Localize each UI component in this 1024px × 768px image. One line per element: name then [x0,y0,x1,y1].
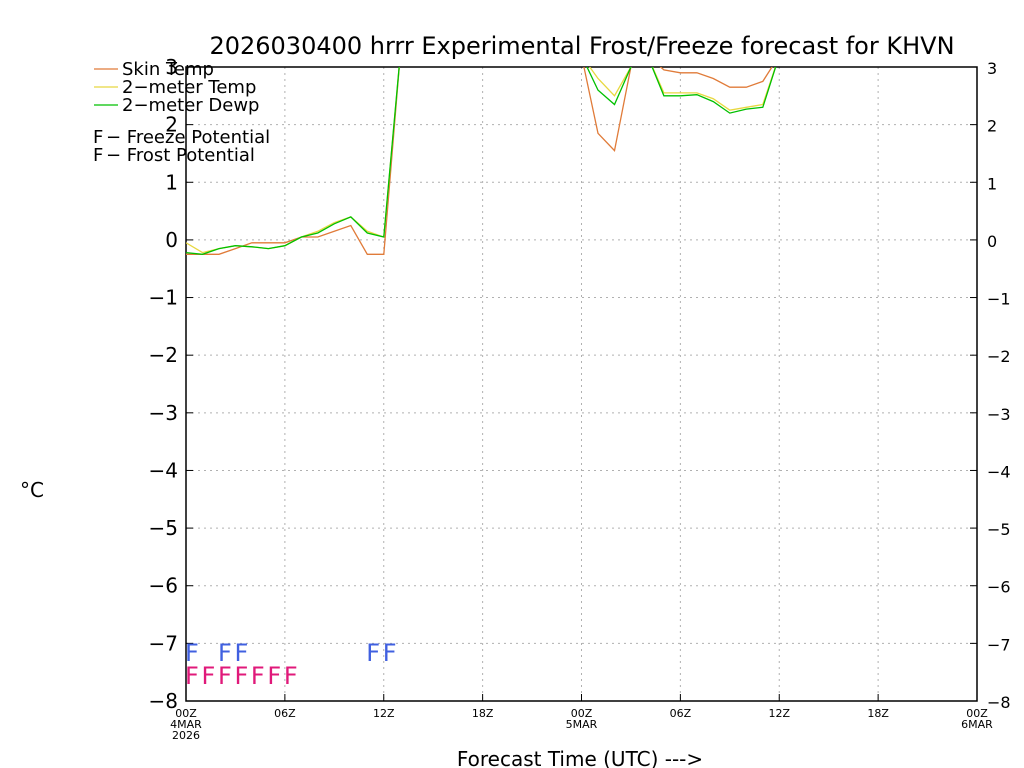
x-tick-label: 12Z [373,707,395,720]
y-tick-label-right: −5 [987,520,1011,539]
y-tick-label-left: −4 [149,458,178,482]
freeze-flag: F [251,662,265,690]
legend-potential-label: − Frost Potential [106,145,255,166]
x-tick-label: 4MAR [170,718,202,731]
y-tick-label-right: −2 [987,347,1011,366]
x-tick-label: 06Z [670,707,692,720]
series-line-2-meter-dewp [186,67,777,255]
frost-flag: F [218,639,232,667]
y-tick-label-right: 2 [987,117,997,136]
legend-potential-letter: F [93,145,103,166]
y-tick-label-right: −6 [987,578,1011,597]
frost-flag: F [185,639,199,667]
x-tick-label: 00Z [966,707,988,720]
plot-area-frame [185,66,978,702]
freeze-flag: F [284,662,298,690]
x-axis-label: Forecast Time (UTC) ---> [457,747,703,768]
y-tick-label-left: −5 [149,516,178,540]
x-tick-label: 5MAR [566,718,598,731]
legend-label: Skin Temp [122,59,214,80]
y-tick-label-left: −6 [149,574,178,598]
frost-flag: F [234,639,248,667]
grid [186,67,977,701]
y-tick-label-left: −1 [149,286,178,310]
y-tick-label-left: 0 [165,228,178,252]
series-lines [186,67,777,255]
y-tick-label-left: −3 [149,401,178,425]
potential-flags: F F F F FF F F F F F F [185,639,397,690]
x-tick-label: 12Z [768,707,790,720]
legend-potential-letter: F [93,127,103,148]
y-tick-label-right: −3 [987,405,1011,424]
axis-ticks: −8 −8 −7 −7 −6 −6 −5 −5 −4 −4 −3 −3 −2 −2 −1 −1 0 0 1 1 2 2 3 3… [149,55,1011,742]
x-tick-label: 2026 [172,729,200,742]
chart-title: 2026030400 hrrr Experimental Frost/Freez… [209,32,954,60]
y-tick-label-left: 2 [165,113,178,137]
x-tick-label: 00Z [571,707,593,720]
y-tick-label-right: −7 [987,635,1011,654]
freeze-flag: F [185,662,199,690]
y-tick-label-right: −8 [987,693,1011,712]
frost-flag: F [383,639,397,667]
freeze-flag: F [201,662,215,690]
x-tick-label: 18Z [867,707,889,720]
y-tick-label-right: 1 [987,174,997,193]
y-tick-label-left: −2 [149,343,178,367]
y-tick-label-right: −4 [987,462,1011,481]
series-line-skin-temp [186,67,773,255]
y-tick-label-left: −7 [149,631,178,655]
freeze-flag: F [218,662,232,690]
freeze-flag: F [234,662,248,690]
x-tick-label: 6MAR [961,718,993,731]
frost-flag: F [366,639,380,667]
y-axis-label: °C [20,478,44,502]
y-tick-label-right: −1 [987,290,1011,309]
legend-potential-label: − Freeze Potential [106,127,270,148]
x-tick-label: 06Z [274,707,296,720]
y-tick-label-right: 3 [987,59,997,78]
y-tick-label-right: 0 [987,232,997,251]
y-tick-label-left: −8 [149,689,178,713]
x-tick-label: 18Z [472,707,494,720]
x-tick-label: 00Z [175,707,197,720]
legend-label: 2−meter Dewp [122,95,259,116]
y-tick-label-left: 1 [165,170,178,194]
freeze-flag: F [267,662,281,690]
y-tick-label-left: 3 [165,55,178,79]
legend-label: 2−meter Temp [122,77,256,98]
